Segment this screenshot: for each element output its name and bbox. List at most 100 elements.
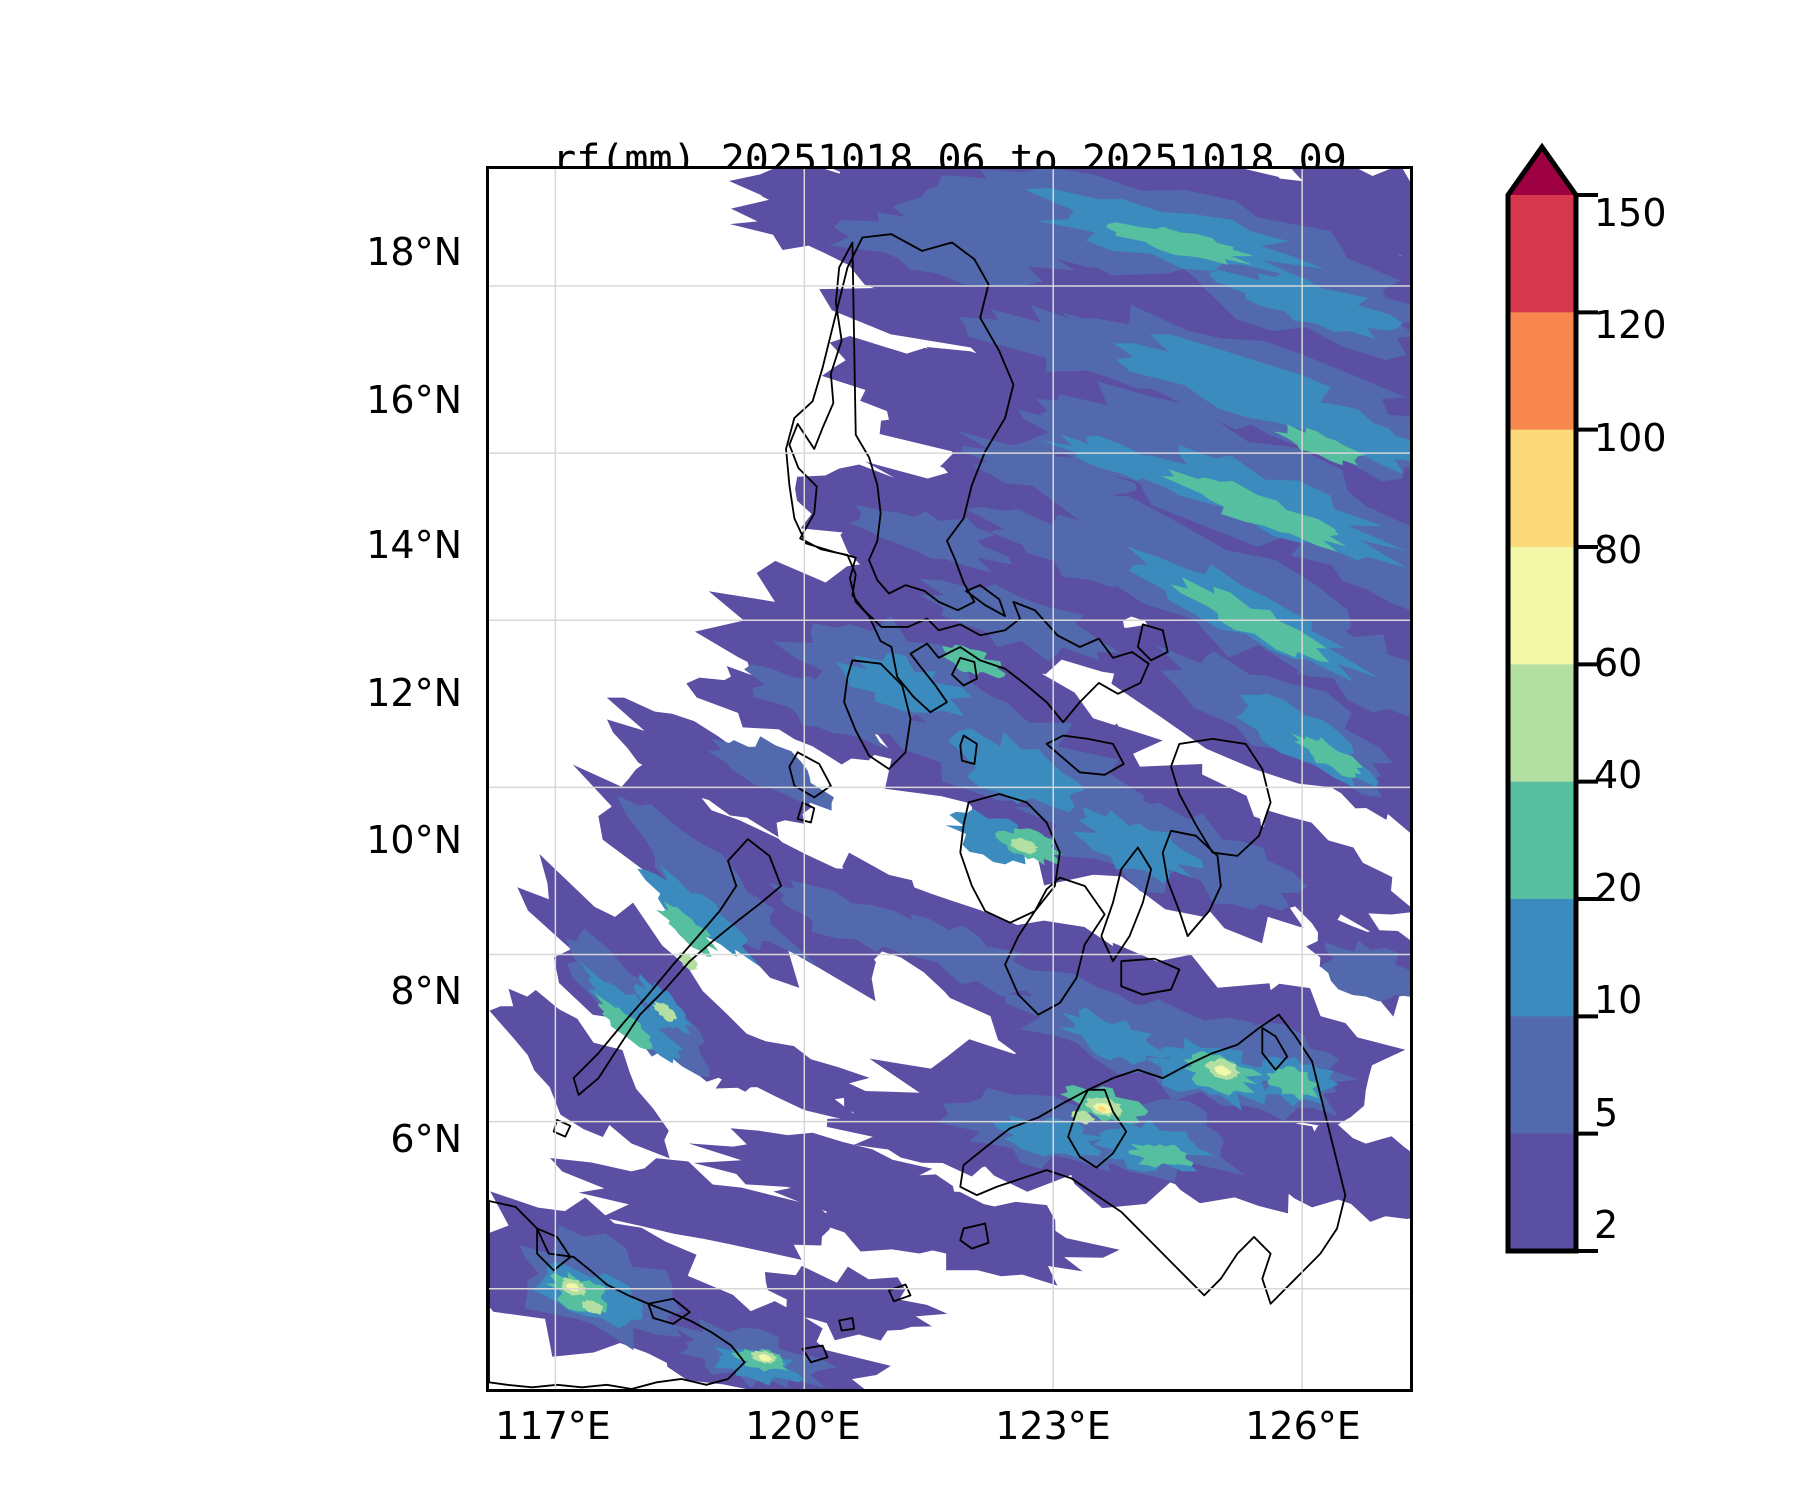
rainfall-contour-band (768, 880, 935, 958)
ytick-label-16N: 16°N (366, 378, 462, 422)
colorbar-label-5: 5 (1594, 1091, 1619, 1135)
rainfall-contour-band (581, 1299, 604, 1315)
coastline (788, 751, 832, 799)
rainfall-contour-band (1208, 269, 1403, 339)
coastline (843, 659, 912, 770)
rainfall-contour-band (828, 201, 1075, 287)
colorbar-extend-arrow (1508, 147, 1576, 195)
colorbar-band (1508, 429, 1576, 548)
rainfall-contour-band (517, 853, 780, 1092)
colorbar-band (1508, 899, 1576, 1017)
colorbar-band (1508, 195, 1576, 313)
rainfall-contour-band (1248, 169, 1410, 260)
coastline (1100, 846, 1153, 963)
coastline (796, 801, 816, 824)
rainfall-contour-band (578, 960, 684, 1064)
colorbar-band (1508, 1016, 1576, 1135)
colorbar-band (1508, 312, 1576, 431)
coastline (1136, 623, 1169, 662)
xtick-label-123E: 123°E (995, 1404, 1111, 1448)
ytick-label-14N: 14°N (366, 523, 462, 567)
coastline (785, 233, 1150, 724)
rainfall-contour-band (1097, 1106, 1108, 1112)
rainfall-contour-band (892, 175, 1162, 268)
rainfall-contour-band (821, 335, 1083, 442)
coastline (959, 734, 978, 765)
colorbar-label-120: 120 (1594, 303, 1667, 347)
rainfall-contour-band (550, 1157, 834, 1260)
colorbar-label-10: 10 (1594, 978, 1643, 1022)
rainfall-contour-band (652, 1001, 677, 1022)
coastline (951, 656, 978, 687)
coastline (536, 1227, 572, 1272)
rainfall-contour-band (1283, 402, 1410, 475)
rainfall-contour-band (1187, 801, 1410, 941)
rainfall-contour-band (656, 901, 719, 957)
ytick-label-18N: 18°N (366, 230, 462, 274)
rainfall-contour-band (1128, 1143, 1194, 1168)
rainfall-contour-band (688, 1128, 949, 1223)
ytick-label-12N: 12°N (366, 671, 462, 715)
rainfall-contour-band (677, 951, 698, 971)
colorbar-band (1508, 664, 1576, 783)
ytick-label-8N: 8°N (390, 969, 462, 1013)
coastline (959, 1013, 1347, 1305)
rainfall-contour-band (744, 664, 897, 749)
colorbar-label-100: 100 (1594, 416, 1667, 460)
coastline (801, 1344, 829, 1364)
rainfall-contour-band (892, 914, 1045, 997)
rainfall-contour-band (1112, 334, 1354, 434)
colorbar-band (1508, 781, 1576, 900)
rainfall-contour-band (637, 865, 762, 968)
rainfall-contour-layer (489, 169, 1410, 1389)
rainfall-contour-band (565, 1282, 580, 1292)
ytick-label-6N: 6°N (390, 1117, 462, 1161)
rainfall-contour-band (948, 728, 1086, 813)
colorbar-swatches (1505, 142, 1598, 1254)
map-plot-area (486, 166, 1413, 1392)
rainfall-contour-band (1214, 1065, 1232, 1077)
rainfall-contour-band (758, 1354, 773, 1362)
coastline-layer (489, 233, 1347, 1389)
xtick-label-120E: 120°E (745, 1404, 861, 1448)
rainfall-contour-band (1291, 733, 1364, 778)
coastline (1045, 734, 1125, 776)
coastline (965, 584, 1007, 617)
rainfall-contour-band (1039, 434, 1197, 491)
coastline (1170, 737, 1272, 857)
coastline (1261, 1027, 1289, 1071)
colorbar-label-40: 40 (1594, 753, 1643, 797)
coastline (572, 838, 782, 1096)
rainfall-contour-band (1072, 806, 1204, 884)
rainfall-contour-band (1319, 940, 1410, 1002)
coastline (838, 1317, 855, 1332)
rainfall-contour-band (1273, 424, 1366, 466)
colorbar-label-80: 80 (1594, 528, 1643, 572)
coastline (1004, 876, 1106, 1016)
coastline (959, 1222, 990, 1250)
colorbar-label-20: 20 (1594, 866, 1643, 910)
rainfall-contour-band (1266, 1066, 1319, 1101)
gridline-layer (489, 169, 1410, 1389)
coastline (1067, 1088, 1128, 1169)
coastline (647, 1297, 691, 1325)
rainfall-contour-band (594, 992, 653, 1050)
rainfall-contour-band (1161, 469, 1347, 552)
rainfall-contour-band (638, 1022, 906, 1123)
rainfall-contour-band (1105, 222, 1254, 266)
coastline (1161, 829, 1222, 938)
coastline (1120, 957, 1181, 996)
rainfall-contour-band (1059, 1007, 1172, 1066)
colorbar-band (1508, 547, 1576, 665)
rainfall-contour-band (616, 795, 818, 966)
rainfall-contour-band (1280, 1120, 1410, 1222)
rainfall-contour-band (764, 1265, 948, 1341)
coastline (489, 1200, 746, 1389)
colorbar: 150 120 100 80 60 40 20 10 5 2 (1498, 140, 1798, 1260)
xtick-label-117E: 117°E (495, 1404, 611, 1448)
rainfall-contour-band (993, 1114, 1108, 1158)
rainfall-map (489, 169, 1410, 1389)
coastline (888, 1283, 912, 1303)
colorbar-label-60: 60 (1594, 641, 1643, 685)
